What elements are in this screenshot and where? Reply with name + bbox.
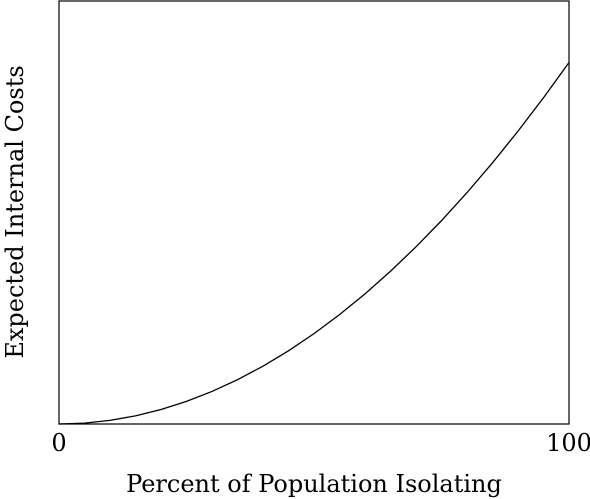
x-tick-label: 100 [546,429,590,457]
series-line [58,62,570,425]
x-tick-label: 0 [51,429,66,457]
plot-frame [58,0,570,425]
x-axis-label: Percent of Population Isolating [126,470,502,498]
x-ticks: 0 100 [51,417,590,457]
y-axis-label: Expected Internal Costs [1,65,29,358]
